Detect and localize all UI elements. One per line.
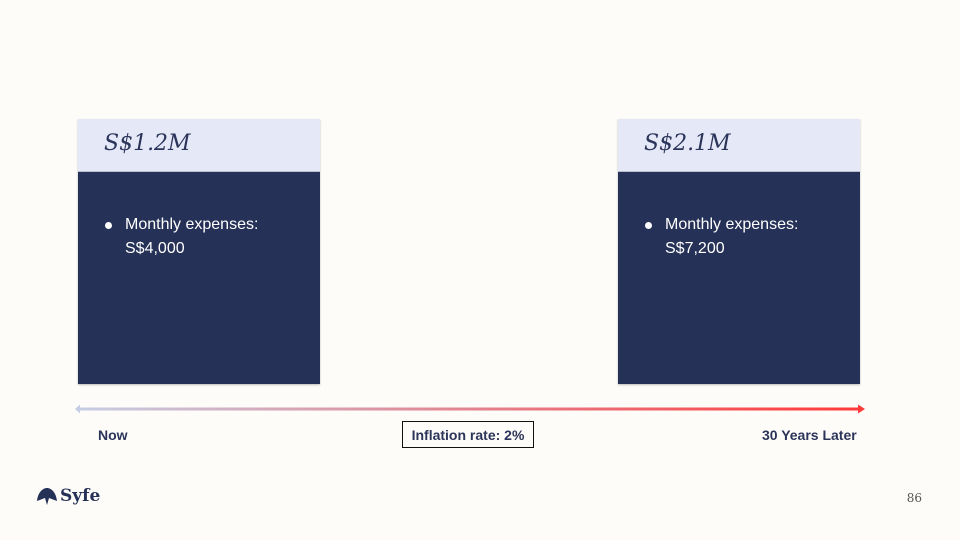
inflation-rate-box: Inflation rate: 2% xyxy=(402,421,534,448)
arrow-left-head-icon xyxy=(75,404,80,414)
card-now: S$1.2M Monthly expenses: S$4,000 xyxy=(78,119,320,384)
card-header xyxy=(78,119,320,172)
syfe-logo-icon xyxy=(37,488,57,505)
timeline-start-label: Now xyxy=(98,427,128,443)
syfe-logo: Syfe xyxy=(37,486,100,506)
brand-name: Syfe xyxy=(60,486,101,506)
card-title: S$1.2M xyxy=(104,131,191,156)
bullet-icon xyxy=(645,222,652,229)
bullet-icon xyxy=(105,222,112,229)
timeline-arrow xyxy=(75,404,865,414)
bullet-text: Monthly expenses: S$4,000 xyxy=(125,216,259,257)
arrow-right-head-icon xyxy=(858,404,865,414)
bullet-text: Monthly expenses: S$7,200 xyxy=(665,216,799,257)
card-title: S$2.1M xyxy=(644,131,731,156)
page-number: 86 xyxy=(906,491,922,505)
timeline-end-label: 30 Years Later xyxy=(762,427,857,443)
card-30-years: S$2.1M Monthly expenses: S$7,200 xyxy=(618,119,860,384)
card-header xyxy=(618,119,860,172)
